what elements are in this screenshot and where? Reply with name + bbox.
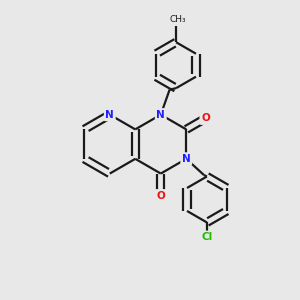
Text: O: O <box>156 190 165 201</box>
Text: N: N <box>105 110 114 120</box>
Text: N: N <box>182 154 191 164</box>
Text: Cl: Cl <box>201 232 212 242</box>
Text: O: O <box>201 113 210 123</box>
Text: N: N <box>156 110 165 120</box>
Text: CH₃: CH₃ <box>169 15 186 24</box>
